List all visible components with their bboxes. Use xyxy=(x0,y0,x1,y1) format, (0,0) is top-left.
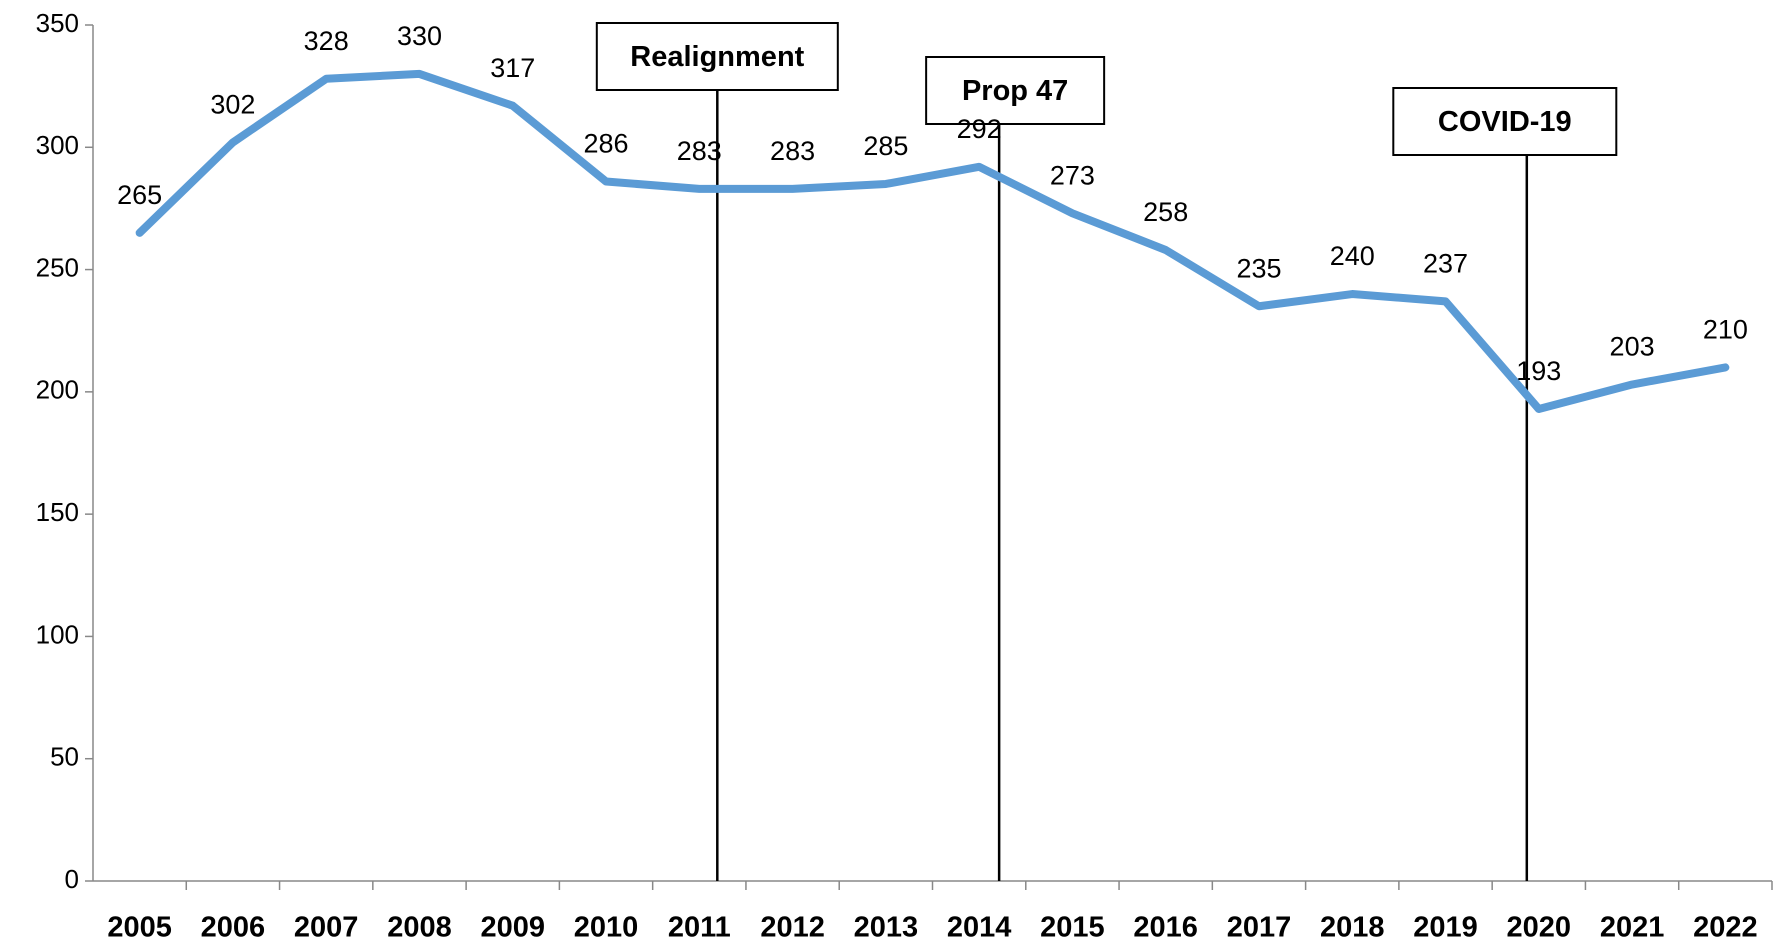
data-label: 203 xyxy=(1610,332,1655,362)
y-tick-label: 250 xyxy=(36,252,79,282)
x-tick-label: 2021 xyxy=(1600,912,1665,944)
x-tick-label: 2007 xyxy=(294,912,359,944)
data-label: 292 xyxy=(957,114,1002,144)
x-tick-label: 2011 xyxy=(668,912,731,944)
x-tick-label: 2006 xyxy=(201,912,266,944)
annotation-label: COVID-19 xyxy=(1438,106,1572,138)
data-label: 328 xyxy=(304,26,349,56)
x-tick-label: 2015 xyxy=(1040,912,1105,944)
y-tick-label: 0 xyxy=(65,864,79,894)
x-tick-label: 2008 xyxy=(387,912,452,944)
x-tick-label: 2022 xyxy=(1693,912,1758,944)
annotation-box xyxy=(1392,87,1618,156)
x-tick-label: 2018 xyxy=(1320,912,1385,944)
x-tick-label: 2005 xyxy=(107,912,172,944)
annotation-box xyxy=(595,22,839,91)
data-label: 317 xyxy=(490,53,535,83)
series-line xyxy=(135,69,1730,413)
data-label: 286 xyxy=(583,129,628,159)
x-tick-label: 2020 xyxy=(1507,912,1572,944)
x-tick-label: 2009 xyxy=(480,912,545,944)
data-label: 302 xyxy=(210,90,255,120)
x-tick-label: 2017 xyxy=(1227,912,1292,944)
annotation-label: Realignment xyxy=(630,41,804,73)
x-tick-label: 2010 xyxy=(574,912,639,944)
x-tick-label: 2012 xyxy=(760,912,825,944)
y-tick-label: 100 xyxy=(36,619,79,649)
data-label: 237 xyxy=(1423,248,1468,278)
data-label: 193 xyxy=(1516,356,1561,386)
data-label: 283 xyxy=(770,136,815,166)
y-tick-label: 350 xyxy=(36,8,79,38)
x-tick-label: 2019 xyxy=(1413,912,1478,944)
x-tick-label: 2014 xyxy=(947,912,1012,944)
data-label: 240 xyxy=(1330,241,1375,271)
data-label: 258 xyxy=(1143,197,1188,227)
x-tick-label: 2016 xyxy=(1133,912,1198,944)
data-label: 283 xyxy=(677,136,722,166)
x-tick-label: 2013 xyxy=(854,912,919,944)
annotation-label: Prop 47 xyxy=(962,75,1068,107)
data-label: 265 xyxy=(117,180,162,210)
y-tick-label: 150 xyxy=(36,497,79,527)
annotation-box xyxy=(925,56,1106,125)
data-label: 210 xyxy=(1703,315,1748,345)
data-label: 330 xyxy=(397,21,442,51)
y-tick-label: 200 xyxy=(36,375,79,405)
data-label: 285 xyxy=(863,131,908,161)
y-tick-label: 50 xyxy=(50,742,79,772)
data-label: 235 xyxy=(1236,253,1281,283)
data-label: 273 xyxy=(1050,160,1095,190)
y-tick-label: 300 xyxy=(36,130,79,160)
